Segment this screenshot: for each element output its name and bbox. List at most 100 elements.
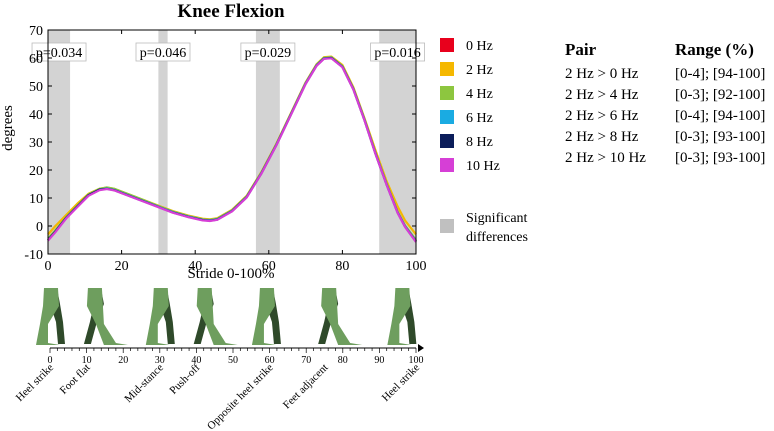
legend-label: 0 Hz (466, 39, 493, 54)
p-value-label: p=0.029 (245, 46, 291, 61)
gait-ruler-label: 0 (48, 355, 53, 366)
gait-ruler-label: 100 (409, 355, 424, 366)
legend-swatch (440, 62, 454, 76)
row-pair: 2 Hz > 8 Hz (565, 129, 639, 145)
legend-swatch (440, 38, 454, 52)
p-value-label: p=0.046 (140, 46, 186, 61)
series-line (47, 56, 417, 243)
x-tick-label: 0 (45, 259, 52, 274)
significance-region (255, 30, 280, 254)
gait-leg-figure (318, 288, 363, 345)
legend-label-significant-line2: differences (466, 230, 528, 245)
x-tick-label: 60 (262, 259, 276, 274)
series-line (47, 55, 417, 236)
table-row: 2 Hz > 6 Hz [0-4]; [94-100] (565, 106, 770, 127)
gait-ruler-label: 60 (265, 355, 275, 366)
row-range: [0-3]; [92-100] (675, 87, 766, 103)
gait-front-leg (321, 288, 363, 345)
y-tick-label: 70 (29, 24, 43, 39)
significance-region (379, 30, 416, 254)
legend-swatch-significant (440, 219, 454, 233)
legend-label: 4 Hz (466, 87, 493, 102)
gait-phase-label: Mid-stance (122, 362, 166, 406)
table-row: 2 Hz > 10 Hz [0-3]; [93-100] (565, 148, 770, 169)
legend-swatch (440, 158, 454, 172)
y-tick-label: 50 (29, 80, 43, 95)
gait-ruler-label: 40 (191, 355, 201, 366)
p-value-box (31, 42, 87, 62)
row-range: [0-4]; [94-100] (675, 108, 766, 124)
gait-ruler-arrow (418, 344, 424, 352)
gait-front-leg (387, 288, 412, 345)
x-tick-label: 20 (115, 259, 129, 274)
gait-front-leg (251, 288, 276, 345)
y-tick-label: 0 (36, 220, 43, 235)
gait-ruler-label: 10 (82, 355, 92, 366)
p-value-label: p=0.034 (36, 46, 82, 61)
series-line (47, 56, 417, 243)
row-range: [0-3]; [93-100] (675, 150, 766, 166)
x-tick-label: 80 (335, 259, 349, 274)
gait-ruler-label: 50 (228, 355, 238, 366)
y-tick-label: 30 (29, 136, 43, 151)
gait-phase-label: Heel strike (380, 362, 422, 404)
table-row: 2 Hz > 0 Hz [0-4]; [94-100] (565, 64, 770, 85)
plot-frame (47, 29, 417, 255)
gait-ruler-label: 30 (155, 355, 165, 366)
gait-phase-label: Heel strike (14, 362, 56, 404)
gait-front-leg (145, 288, 170, 345)
gait-front-leg (36, 288, 60, 345)
row-pair: 2 Hz > 4 Hz (565, 87, 639, 103)
row-pair: 2 Hz > 0 Hz (565, 66, 639, 82)
table-header: Pair Range (%) (565, 40, 770, 60)
gait-ruler-label: 80 (338, 355, 348, 366)
gait-leg-figure (145, 288, 175, 345)
significance-table: Pair Range (%) 2 Hz > 0 Hz [0-4]; [94-10… (565, 40, 770, 169)
gait-phase-label: Foot flat (58, 362, 93, 397)
legend-swatch (440, 134, 454, 148)
y-tick-label: -10 (24, 248, 43, 263)
chart-title: Knee Flexion (177, 1, 285, 22)
row-range: [0-4]; [94-100] (675, 66, 766, 82)
series-line (47, 56, 417, 243)
y-axis-label: degrees (0, 105, 16, 151)
gait-ruler-label: 90 (374, 355, 384, 366)
legend-label: 8 Hz (466, 135, 493, 150)
gait-leg-figure (83, 288, 128, 345)
p-value-box (370, 42, 426, 62)
legend-label: 2 Hz (466, 63, 493, 78)
gait-front-leg (196, 288, 238, 345)
y-tick-label: 10 (29, 192, 43, 207)
gait-front-leg (86, 288, 128, 345)
significance-region (158, 30, 168, 254)
legend-label: 10 Hz (466, 159, 500, 174)
legend: 0 Hz 2 Hz 4 Hz 6 Hz 8 Hz 10 Hz Significant diff… (440, 38, 528, 245)
p-value-box (135, 42, 191, 62)
row-range: [0-3]; [93-100] (675, 129, 766, 145)
table-row: 2 Hz > 8 Hz [0-3]; [93-100] (565, 127, 770, 148)
legend-label-significant: Significant (466, 211, 528, 226)
y-tick-label: 40 (29, 108, 43, 123)
header-range: Range (%) (675, 40, 754, 59)
legend-swatch (440, 86, 454, 100)
gait-leg-figure (36, 288, 65, 345)
p-value-box (240, 42, 296, 62)
plot-area: p=0.034 p=0.046 p=0.029 p=0.016-10010203040… (24, 24, 426, 274)
series-line (47, 57, 417, 243)
gait-phase-label: Feet adjacent (281, 362, 331, 412)
gait-phase-label: Opposite heel strike (205, 362, 276, 431)
x-tick-label: 100 (406, 259, 427, 274)
y-tick-label: 20 (29, 164, 43, 179)
legend-swatch (440, 110, 454, 124)
y-tick-label: 60 (29, 52, 43, 67)
x-tick-label: 40 (188, 259, 202, 274)
gait-leg-figure (387, 288, 417, 345)
table-row: 2 Hz > 4 Hz [0-3]; [92-100] (565, 85, 770, 106)
significance-region (48, 30, 71, 254)
gait-leg-figure (193, 288, 238, 345)
gait-leg-figure (251, 288, 281, 345)
gait-phase-label: Push-off (167, 361, 202, 396)
header-pair: Pair (565, 40, 597, 59)
